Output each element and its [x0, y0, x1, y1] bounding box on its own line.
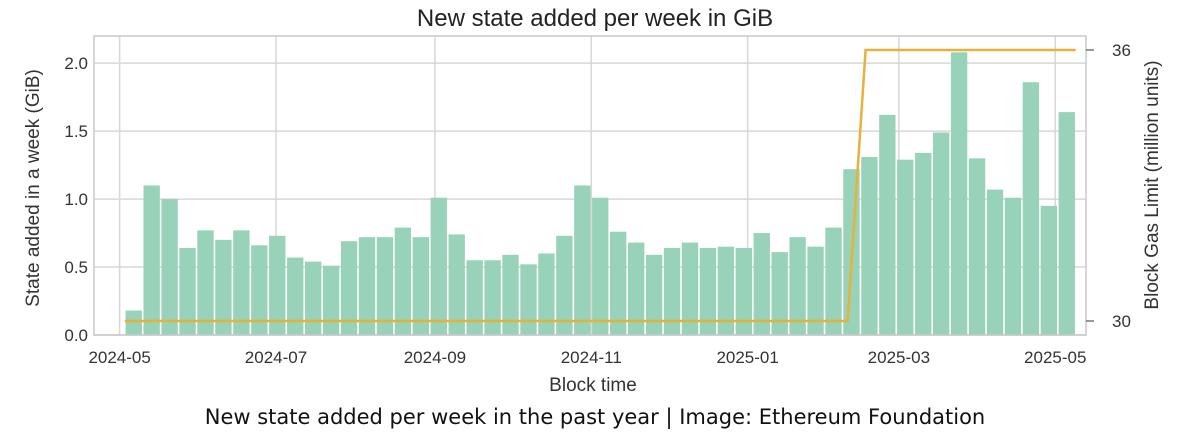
- bar: [681, 242, 699, 335]
- bar: [538, 253, 555, 335]
- bar: [897, 159, 914, 335]
- bar: [125, 310, 142, 335]
- x-tick-label: 2024-09: [404, 348, 466, 367]
- bar: [933, 132, 950, 335]
- x-tick-label: 2024-11: [561, 348, 622, 367]
- y-axis-ticks: 0.0 0.5 1.0 1.5 2.0: [64, 54, 88, 345]
- plot-frame: [93, 35, 1087, 336]
- bar: [233, 230, 250, 335]
- bar: [735, 248, 752, 335]
- bar: [502, 254, 519, 335]
- bar: [1058, 112, 1075, 335]
- bar: [574, 185, 591, 335]
- y-tick-label: 2.0: [64, 54, 88, 73]
- bar: [430, 197, 447, 335]
- bar: [466, 260, 483, 335]
- bar: [197, 230, 214, 335]
- y-tick-label: 0.0: [64, 326, 88, 345]
- bar: [556, 235, 573, 335]
- x-axis-ticks: 2024-05 2024-07 2024-09 2024-11 2025-01 2025-…: [88, 348, 1086, 367]
- bar: [448, 234, 465, 335]
- y2-axis-ticks: 30 36: [1086, 41, 1131, 331]
- bar: [358, 237, 376, 335]
- bar-series: [125, 52, 1075, 336]
- bar: [412, 237, 429, 335]
- x-tick-label: 2025-05: [1024, 348, 1086, 367]
- bar: [484, 260, 501, 335]
- bar: [340, 241, 358, 335]
- figure-caption: New state added per week in the past yea…: [204, 405, 986, 429]
- bar: [771, 252, 788, 335]
- bar: [1040, 205, 1058, 335]
- x-tick-label: 2024-05: [88, 348, 150, 367]
- bar: [269, 235, 286, 335]
- bar: [915, 152, 932, 335]
- bar: [1004, 197, 1022, 335]
- chart-title: New state added per week in GiB: [417, 5, 773, 32]
- bar: [143, 185, 160, 335]
- x-axis-label: Block time: [549, 375, 637, 396]
- bar: [161, 199, 178, 335]
- bar: [322, 265, 340, 335]
- bar: [789, 237, 806, 335]
- bar: [251, 245, 268, 335]
- bar: [287, 257, 304, 335]
- chart: New state added per week in GiB 0.0 0.5 1.…: [23, 5, 1163, 396]
- bar: [753, 233, 770, 335]
- bar: [610, 231, 627, 335]
- bar: [1022, 82, 1040, 335]
- bar: [807, 246, 824, 335]
- bar: [592, 197, 609, 335]
- bar: [717, 246, 735, 335]
- x-tick-label: 2024-07: [245, 348, 307, 367]
- bar: [179, 248, 196, 335]
- y-axis-label: State added in a week (GiB): [23, 69, 44, 307]
- bar: [376, 237, 394, 335]
- bar: [394, 227, 412, 335]
- bar: [627, 242, 645, 335]
- bar: [520, 264, 537, 335]
- y2-axis-label: Block Gas Limit (million units): [1142, 60, 1163, 309]
- bar: [825, 227, 842, 335]
- bar: [861, 156, 878, 335]
- bar: [645, 254, 663, 335]
- bar: [986, 189, 1004, 335]
- bar: [215, 239, 232, 335]
- bar: [950, 52, 968, 336]
- bar: [663, 248, 681, 335]
- bar: [699, 248, 717, 335]
- y-tick-label: 1.0: [64, 190, 88, 209]
- y-tick-label: 1.5: [64, 122, 88, 141]
- x-tick-label: 2025-03: [868, 348, 930, 367]
- bar: [879, 114, 896, 335]
- bar: [304, 261, 322, 335]
- gas-limit-line-group: [124, 48, 1076, 323]
- x-tick-label: 2025-01: [716, 348, 778, 367]
- y-tick-label: 0.5: [64, 258, 88, 277]
- bar: [968, 158, 986, 335]
- gas-limit-line: [124, 48, 1076, 323]
- y2-tick-label: 36: [1112, 41, 1131, 60]
- y2-tick-label: 30: [1112, 312, 1131, 331]
